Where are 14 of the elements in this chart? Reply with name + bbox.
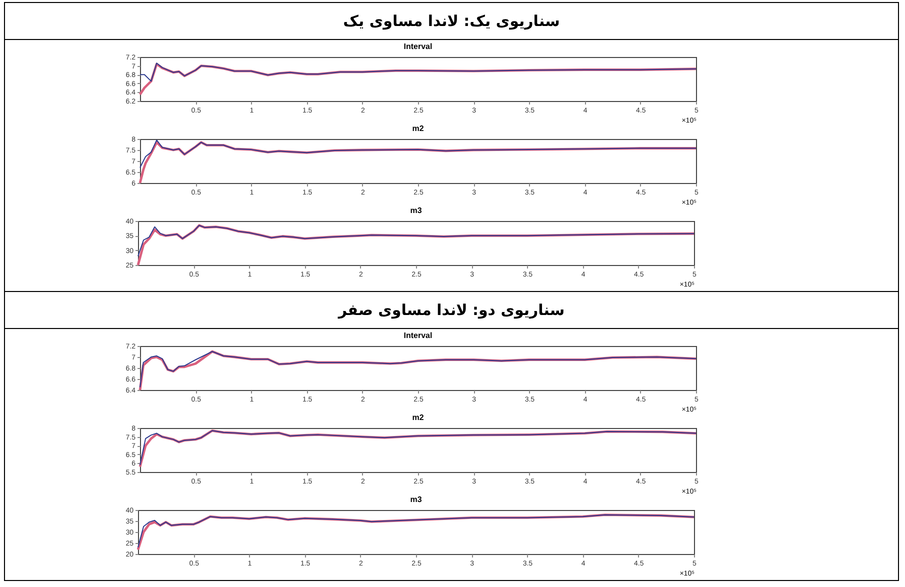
chart-subtitle: Interval	[404, 331, 432, 340]
chart-title: m2	[412, 413, 424, 422]
chart-title: m2	[412, 124, 424, 133]
chart-title: m3	[410, 495, 422, 504]
chart-title: سناریوی دو: لاندا مساوی صفر	[5, 292, 898, 329]
chart-title: سناریوی یک: لاندا مساوی یک	[5, 3, 898, 40]
line-series	[140, 140, 696, 168]
line-series	[138, 62, 698, 96]
chart-title: m3	[410, 206, 422, 215]
chart-subtitle: Interval	[404, 42, 432, 51]
line-series	[138, 141, 698, 184]
line-series	[136, 224, 696, 266]
line-series	[138, 224, 694, 257]
line-series	[140, 62, 696, 82]
